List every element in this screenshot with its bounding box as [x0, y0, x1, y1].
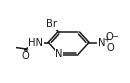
Text: +: +: [103, 35, 110, 44]
Text: N: N: [55, 49, 63, 59]
Text: N: N: [98, 38, 105, 48]
Text: −: −: [112, 32, 118, 41]
Text: O: O: [22, 51, 30, 61]
Text: O: O: [107, 43, 114, 53]
Text: Br: Br: [46, 19, 57, 29]
Text: HN: HN: [28, 38, 43, 48]
Text: O: O: [106, 32, 113, 42]
